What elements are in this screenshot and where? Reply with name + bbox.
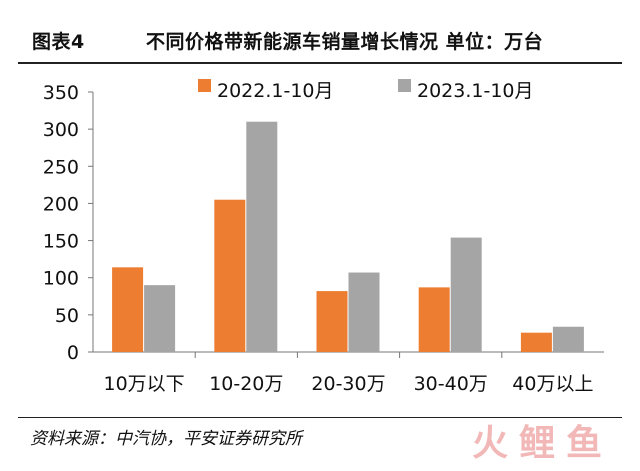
bar (348, 272, 380, 352)
bar (520, 332, 552, 352)
y-tick-label: 200 (43, 193, 79, 215)
source-note: 资料来源：中汽协，平安证券研究所 (30, 429, 302, 449)
bar (418, 287, 450, 352)
bar (450, 237, 482, 352)
legend-label: 2022.1-10月 (217, 80, 334, 102)
bar (112, 267, 144, 352)
y-tick-label: 300 (43, 119, 79, 141)
y-tick-label: 250 (43, 156, 79, 178)
y-tick-label: 50 (55, 305, 79, 327)
bar (144, 285, 176, 352)
bar (552, 326, 584, 352)
figure-number: 图表4 (32, 31, 85, 53)
bar (316, 291, 348, 352)
watermark-char: 火 (472, 423, 508, 464)
figure-header: 图表4 不同价格带新能源车销量增长情况 单位：万台 (18, 22, 622, 62)
legend-label: 2023.1-10月 (417, 80, 534, 102)
x-tick-label: 30-40万 (414, 373, 488, 395)
watermark-logo: 火 鲤 鱼 (472, 423, 602, 464)
bar (246, 121, 278, 352)
chart-bars (112, 121, 584, 352)
watermark-char: 鱼 (566, 423, 602, 464)
x-tick-label: 40万以上 (512, 373, 593, 395)
y-tick-label: 0 (67, 342, 79, 364)
bar (214, 199, 246, 352)
chart-legend: 2022.1-10月 2023.1-10月 (198, 79, 534, 102)
footer-rule (18, 417, 622, 418)
x-tick-label: 10-20万 (209, 373, 283, 395)
legend-swatch (198, 79, 211, 92)
x-tick-label: 20-30万 (311, 373, 385, 395)
watermark-char: 鲤 (519, 423, 555, 464)
legend-swatch (398, 79, 411, 92)
figure-title: 不同价格带新能源车销量增长情况 单位：万台 (146, 31, 544, 53)
y-tick-label: 100 (43, 268, 79, 290)
x-tick-label: 10万以下 (104, 373, 185, 395)
y-tick-label: 150 (43, 231, 79, 253)
header-rule (18, 62, 622, 64)
y-tick-label: 350 (43, 82, 79, 104)
